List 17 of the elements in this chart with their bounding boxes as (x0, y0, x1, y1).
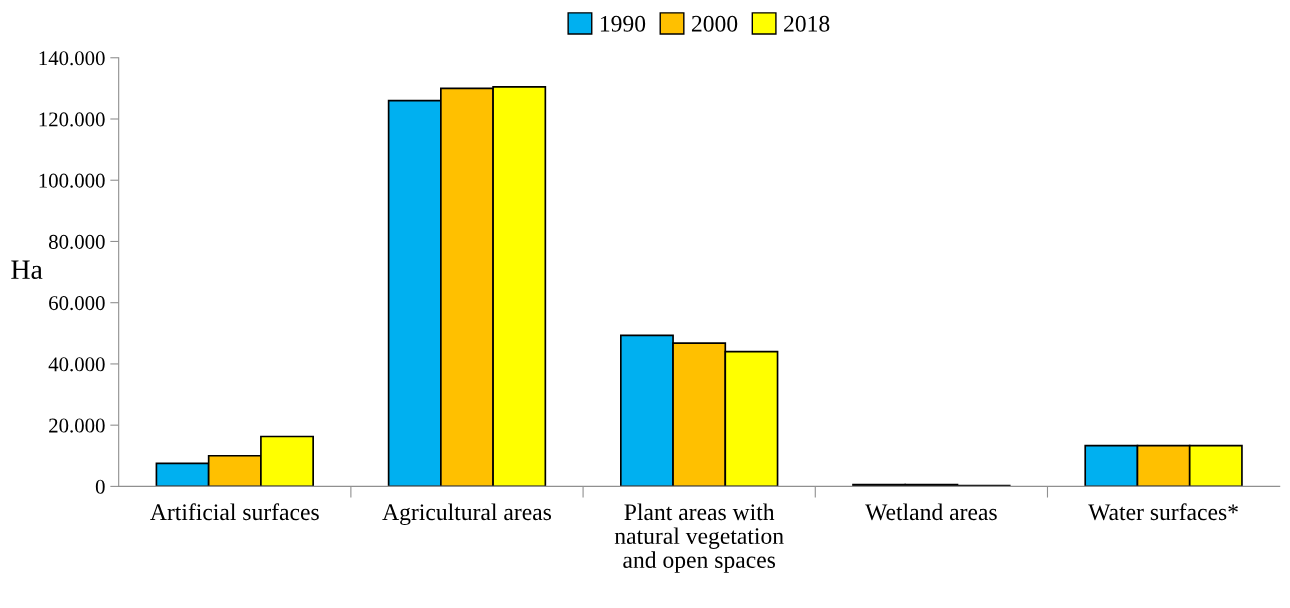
x-tick-label: Water surfaces* (1088, 503, 1238, 521)
y-tick-label: 120.000 (39, 112, 105, 127)
x-tick-label: Agricultural areas (382, 503, 552, 526)
x-tick-label: Artificial surfaces (150, 503, 319, 521)
y-tick-label: 100.000 (39, 173, 105, 188)
legend-label: 2018 (784, 15, 830, 32)
legend-label: 2000 (691, 15, 738, 32)
y-tick-label: 140.000 (39, 51, 105, 66)
x-tick-label: Plant areas with natural vegetation and open spaces (614, 503, 784, 573)
y-tick-label: 60.000 (49, 296, 105, 311)
y-tick-label: 80.000 (48, 234, 105, 249)
y-tick-label: 0 (95, 479, 105, 494)
y-tick-label: 20.000 (49, 418, 105, 433)
x-tick-label: Wetland areas (865, 503, 997, 521)
y-axis-title: Ha (11, 260, 43, 280)
y-tick-label: 40.000 (48, 357, 105, 372)
legend-label: 1990 (600, 15, 646, 32)
